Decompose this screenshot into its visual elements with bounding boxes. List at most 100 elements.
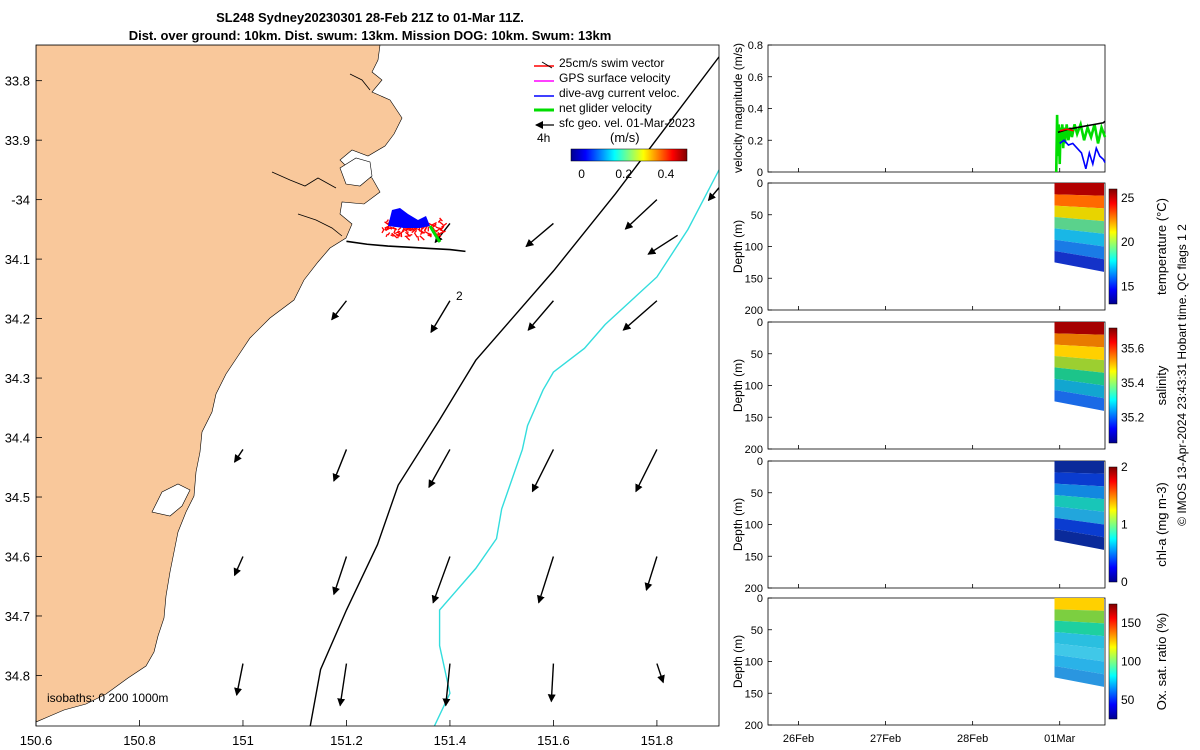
profile-data-band-2-5: [1054, 517, 1104, 538]
map-x-tick-label-2: 151: [232, 733, 254, 748]
velocity-y-tick-label-0: 0: [757, 167, 763, 179]
profile-y-tick-label-3-3: 150: [745, 688, 763, 700]
speed-colorbar-tick-2: 0.4: [658, 167, 675, 181]
profile-data-band-1-3: [1054, 356, 1104, 373]
geo-vector-18: [644, 556, 658, 592]
profile-data-band-0-4: [1054, 228, 1104, 247]
legend-dive-avg: dive-avg current veloc.: [534, 86, 680, 100]
geo-vector-3: [525, 222, 554, 248]
profile-colorbar-tick-1-2: 35.6: [1121, 342, 1145, 356]
profile-y-tick-label-0-1: 50: [751, 210, 763, 222]
land-mass: [36, 45, 403, 723]
profile-y-tick-label-1-3: 150: [745, 412, 763, 424]
profile-data-band-3-0: [1054, 598, 1104, 611]
swim-vector-63: [417, 236, 420, 241]
legend-label-swim: 25cm/s swim vector: [559, 56, 664, 70]
harbour-inlet: [339, 157, 373, 187]
profile-data-band-0-1: [1054, 194, 1104, 209]
swim-vector-14: [388, 226, 393, 230]
time-axis-label-0: 26Feb: [783, 733, 814, 745]
swim-vector-109: [435, 229, 438, 232]
time-axis-label-2: 28Feb: [957, 733, 988, 745]
geo-vector-20: [337, 663, 348, 707]
profile-data-band-2-1: [1054, 472, 1104, 487]
profile-data-band-3-2: [1054, 620, 1104, 637]
swim-vector-85: [428, 232, 432, 238]
profile-y-tick-label-0-0: 0: [757, 178, 763, 190]
swim-vector-25: [394, 230, 401, 235]
swim-vector-113: [440, 222, 448, 228]
swim-vector-65: [413, 232, 418, 238]
swim-vector-67: [419, 230, 426, 234]
map-y-tick-label-7: 34.5: [5, 490, 30, 505]
profile-data-band-2-2: [1054, 483, 1104, 500]
profile-ylabel-1: Depth (m): [731, 359, 745, 412]
profile-colorbar-tick-0-2: 25: [1121, 191, 1135, 205]
profile-y-tick-label-2-3: 150: [745, 551, 763, 563]
map-x-tick-label-6: 151.8: [641, 733, 674, 748]
swim-vector-8: [385, 233, 389, 238]
velocity-ylabel: velocity magnitude (m/s): [731, 43, 745, 173]
swim-vector-68: [414, 229, 418, 233]
profile-y-tick-label-3-0: 0: [757, 593, 763, 605]
isobath-200m-line: [309, 56, 719, 726]
map-y-tick-label-4: 34.2: [5, 312, 30, 327]
profile-data-band-2-3: [1054, 495, 1104, 512]
geo-vector-12: [531, 449, 555, 493]
swim-vector-10: [385, 226, 389, 232]
profile-colorbar-tick-2-1: 1: [1121, 518, 1128, 532]
map-y-tick-label-1: 33.9: [5, 133, 30, 148]
profile-data-band-2-4: [1054, 506, 1104, 525]
profile-data-band-2-0: [1054, 461, 1104, 474]
net-glider-velocity-cluster: [428, 225, 442, 243]
profile-colorbar-tick-0-1: 20: [1121, 235, 1135, 249]
swim-vector-18: [391, 232, 398, 239]
profile-frame-2: [767, 460, 1106, 589]
map-legend: 25cm/s swim vector GPS surface velocity …: [534, 56, 695, 181]
profile-y-tick-label-3-1: 50: [751, 625, 763, 637]
speed-colorbar: [570, 148, 688, 162]
isobath-1000m-line: [433, 169, 719, 726]
profile-panel-2: 0 50 100 150 200 Depth (m) 0 1 2 chl-a (mg m-3): [731, 456, 1169, 595]
swim-vector-34: [397, 227, 402, 231]
map-y-tick-label-3: 34.1: [5, 252, 30, 267]
profile-data-band-1-5: [1054, 378, 1104, 399]
geo-vector-5: [331, 300, 348, 321]
map-y-tick-label-2: -34: [11, 193, 30, 208]
profile-y-tick-label-1-2: 100: [745, 381, 763, 393]
profile-y-tick-label-0-3: 150: [745, 273, 763, 285]
time-scale-label: 4h: [537, 131, 550, 145]
profile-y-tick-label-3-4: 200: [745, 720, 763, 732]
profile-frame-3: [767, 597, 1106, 726]
velocity-series-1: [1059, 139, 1106, 170]
swim-vector-96: [431, 221, 437, 226]
swim-vector-73: [419, 235, 425, 241]
swim-vector-117: [440, 225, 445, 231]
profile-ylabel-3: Depth (m): [731, 635, 745, 688]
map-y-tick-label-0: 33.8: [5, 74, 30, 89]
profile-panel-0: 0 50 100 150 200 Depth (m) 15 20 25 temperature (…: [731, 178, 1169, 317]
swim-vector-51: [409, 227, 413, 230]
legend-net: net glider velocity: [534, 101, 652, 115]
geo-vector-8: [622, 300, 658, 331]
legend-label-dive-avg: dive-avg current veloc.: [559, 86, 680, 100]
profile-y-tick-label-2-2: 100: [745, 520, 763, 532]
map-y-tick-label-9: 34.7: [5, 609, 30, 624]
geo-vector-4: [647, 234, 678, 255]
profile-colorbar-label-2: chl-a (mg m-3): [1154, 482, 1169, 567]
river-channel: [271, 73, 371, 237]
profile-data-band-2-6: [1054, 529, 1104, 550]
swim-vector-47: [407, 227, 414, 231]
geo-vector-7: [527, 300, 554, 331]
profile-y-tick-label-2-1: 50: [751, 488, 763, 500]
profile-colorbar-tick-2-2: 2: [1121, 460, 1128, 474]
profile-colorbar-tick-1-1: 35.4: [1121, 376, 1145, 390]
chart-title-line2: Dist. over ground: 10km. Dist. swum: 13k…: [128, 28, 612, 43]
profile-colorbar-tick-3-1: 100: [1121, 655, 1141, 669]
map-x-tick-label-0: 150.6: [20, 733, 53, 748]
velocity-y-tick-label-3: 0.6: [748, 72, 763, 84]
velocity-series-0: [1054, 114, 1107, 173]
profile-colorbar-1: [1108, 327, 1118, 444]
swim-vector-40: [401, 227, 405, 233]
